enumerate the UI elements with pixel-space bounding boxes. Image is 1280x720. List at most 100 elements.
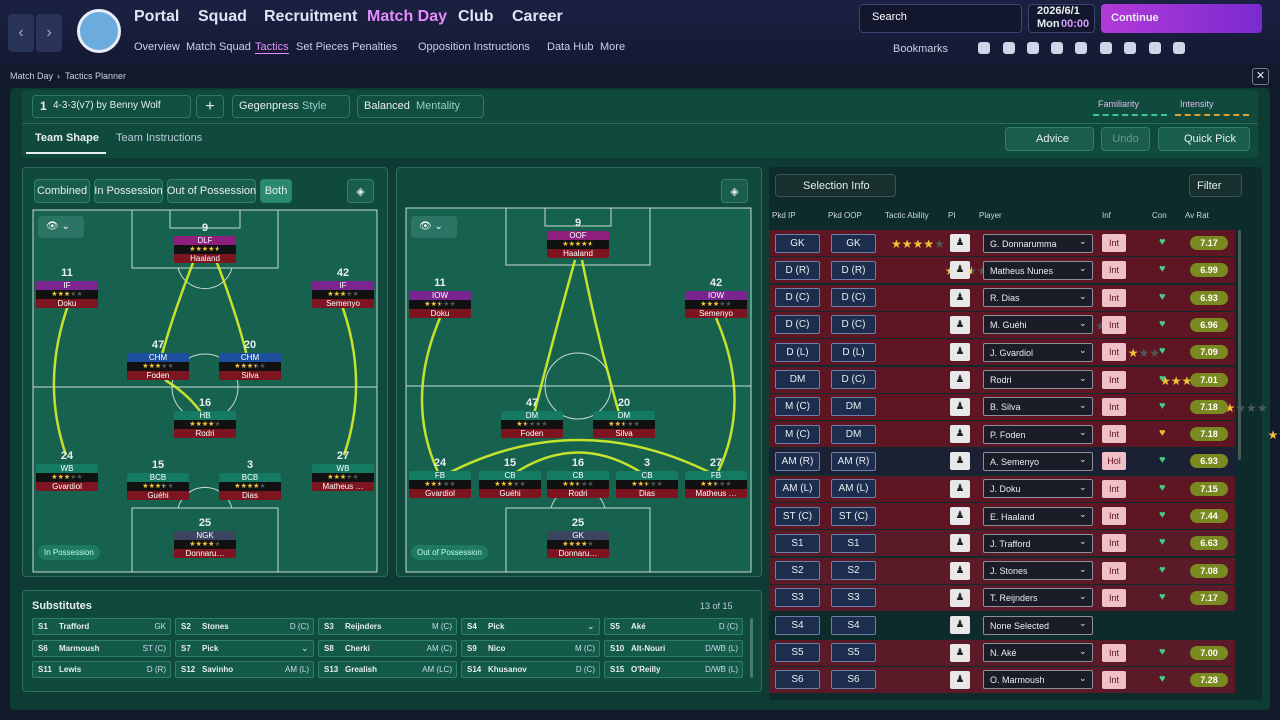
player-card[interactable]: NGK★★★★★★★★★★Donnaru… xyxy=(174,531,236,558)
player-card[interactable]: DM★★★★★★★★★★Foden xyxy=(501,411,563,438)
tactic-select[interactable] xyxy=(32,95,191,118)
column-header[interactable]: Tactic Ability xyxy=(885,211,929,220)
player-select[interactable]: Matheus Nunes xyxy=(983,260,1093,280)
style-select[interactable] xyxy=(232,95,350,118)
pi-button[interactable]: ♟ xyxy=(950,561,970,580)
nav-icon[interactable] xyxy=(978,42,990,54)
crumb[interactable]: Match Day xyxy=(10,71,54,81)
player-card[interactable]: DLF★★★★★★★★★★Haaland xyxy=(174,236,236,263)
player-select[interactable]: P. Foden xyxy=(983,424,1093,444)
pitch-option[interactable]: ◈ xyxy=(721,179,748,203)
view-button[interactable]: 👁 ⌄ xyxy=(411,216,457,238)
player-card[interactable]: CHM★★★★★★★★★★Silva xyxy=(219,353,281,380)
tab[interactable]: Team Instructions xyxy=(116,132,203,144)
column-header[interactable]: PI xyxy=(948,211,956,220)
familiarity[interactable]: Familiarity xyxy=(1093,96,1167,116)
player-select[interactable]: N. Aké xyxy=(983,643,1093,662)
player-select[interactable]: None Selected xyxy=(983,615,1093,635)
submenu-item[interactable]: Tactics xyxy=(255,41,289,54)
pi-button[interactable]: ♟ xyxy=(950,370,970,389)
player-select[interactable]: J. Stones xyxy=(983,561,1093,581)
player-card[interactable]: IOW★★★★★★★★★★Doku xyxy=(409,291,471,318)
substitute-slot[interactable] xyxy=(175,618,314,635)
pi-button[interactable]: ♟ xyxy=(950,261,970,280)
mentality-select[interactable] xyxy=(357,95,484,118)
search-button[interactable]: Search xyxy=(872,11,907,23)
submenu-item[interactable]: Penalties xyxy=(352,41,398,53)
view-button[interactable]: 👁 ⌄ xyxy=(38,216,84,238)
view-toggle[interactable]: Both xyxy=(260,179,292,203)
pi-button[interactable]: ♟ xyxy=(950,479,970,498)
advice-button[interactable]: Advice xyxy=(1005,127,1094,151)
nav-icon[interactable] xyxy=(1100,42,1112,54)
player-card[interactable]: FB★★★★★★★★★★Matheus … xyxy=(685,471,747,498)
nav-icon[interactable] xyxy=(1124,42,1136,54)
pi-button[interactable]: ♟ xyxy=(950,588,970,607)
pitch-option[interactable]: ◈ xyxy=(347,179,374,203)
undo-button[interactable]: Undo xyxy=(1101,127,1150,151)
pi-button[interactable]: ♟ xyxy=(950,343,970,362)
substitute-slot[interactable] xyxy=(175,639,314,657)
pi-button[interactable]: ♟ xyxy=(950,670,970,689)
continue-button[interactable]: Continue xyxy=(1101,4,1262,33)
filter-button[interactable]: Filter xyxy=(1189,174,1242,197)
player-select[interactable]: G. Donnarumma xyxy=(983,233,1093,253)
menu-item[interactable]: Career xyxy=(512,8,563,25)
column-header[interactable]: Pkd IP xyxy=(772,211,796,220)
pi-button[interactable]: ♟ xyxy=(950,425,970,444)
column-header[interactable]: Inf xyxy=(1102,211,1111,220)
substitute-slot[interactable] xyxy=(318,639,457,657)
pi-button[interactable]: ♟ xyxy=(950,315,970,334)
player-select[interactable]: E. Haaland xyxy=(983,506,1093,526)
intensity[interactable]: Intensity xyxy=(1175,96,1249,116)
pi-button[interactable]: ♟ xyxy=(950,507,970,525)
selection-info-button[interactable]: Selection Info xyxy=(775,174,896,197)
column-header[interactable]: Player xyxy=(979,211,1002,220)
submenu-item[interactable]: Set Pieces xyxy=(296,41,349,53)
substitute-slot[interactable] xyxy=(175,661,314,678)
player-select[interactable]: T. Reijnders xyxy=(983,588,1093,608)
nav-icon[interactable] xyxy=(1075,42,1087,54)
forward-button[interactable]: › xyxy=(36,14,62,52)
submenu-item[interactable]: Match Squad xyxy=(186,41,251,53)
nav-icon[interactable] xyxy=(1149,42,1161,54)
view-toggle[interactable]: Out of Possession xyxy=(167,179,256,203)
player-card[interactable]: IF★★★★★★★★★★Doku xyxy=(36,281,98,308)
player-select[interactable]: B. Silva xyxy=(983,397,1093,417)
player-card[interactable]: CHM★★★★★★★★★★Foden xyxy=(127,353,189,380)
pi-button[interactable]: ♟ xyxy=(950,643,970,662)
substitute-slot[interactable] xyxy=(318,618,457,635)
substitute-slot[interactable] xyxy=(32,661,171,678)
menu-item[interactable]: Club xyxy=(458,8,494,25)
player-card[interactable]: CB★★★★★★★★★★Rodri xyxy=(547,471,609,498)
back-button[interactable]: ‹ xyxy=(8,14,34,52)
player-select[interactable]: J. Doku xyxy=(983,479,1093,499)
bookmarks[interactable]: Bookmarks xyxy=(893,43,949,55)
player-card[interactable]: WB★★★★★★★★★★Gvardiol xyxy=(36,464,98,491)
player-card[interactable]: BCB★★★★★★★★★★Guéhi xyxy=(127,473,189,500)
player-card[interactable]: GK★★★★★★★★★★Donnaru… xyxy=(547,531,609,558)
player-select[interactable]: Rodri xyxy=(983,370,1093,389)
player-select[interactable]: A. Semenyo xyxy=(983,451,1093,471)
player-card[interactable]: HB★★★★★★★★★★Rodri xyxy=(174,411,236,438)
substitute-slot[interactable] xyxy=(32,639,171,657)
view-toggle[interactable]: In Possession xyxy=(94,179,163,203)
player-card[interactable]: CB★★★★★★★★★★Dias xyxy=(616,471,678,498)
player-card[interactable]: DM★★★★★★★★★★Silva xyxy=(593,411,655,438)
substitute-slot[interactable] xyxy=(461,639,600,657)
substitute-slot[interactable] xyxy=(604,661,743,678)
tab-active[interactable]: Team Shape xyxy=(35,132,99,144)
pi-button[interactable]: ♟ xyxy=(950,452,970,471)
submenu-item[interactable]: Opposition Instructions xyxy=(418,41,530,53)
quick-pick-button[interactable]: Quick Pick xyxy=(1158,127,1250,151)
nav-icon[interactable] xyxy=(1027,42,1039,54)
column-header[interactable]: Av Rat xyxy=(1185,211,1209,220)
player-select[interactable]: J. Trafford xyxy=(983,533,1093,553)
player-card[interactable]: OOF★★★★★★★★★★Haaland xyxy=(547,231,609,258)
club-logo[interactable] xyxy=(77,9,121,53)
substitute-slot[interactable] xyxy=(318,661,457,678)
menu-item[interactable]: Match Day xyxy=(367,8,448,25)
menu-item[interactable]: Recruitment xyxy=(264,8,358,25)
submenu-item[interactable]: Overview xyxy=(134,41,180,53)
player-card[interactable]: FB★★★★★★★★★★Gvardiol xyxy=(409,471,471,498)
